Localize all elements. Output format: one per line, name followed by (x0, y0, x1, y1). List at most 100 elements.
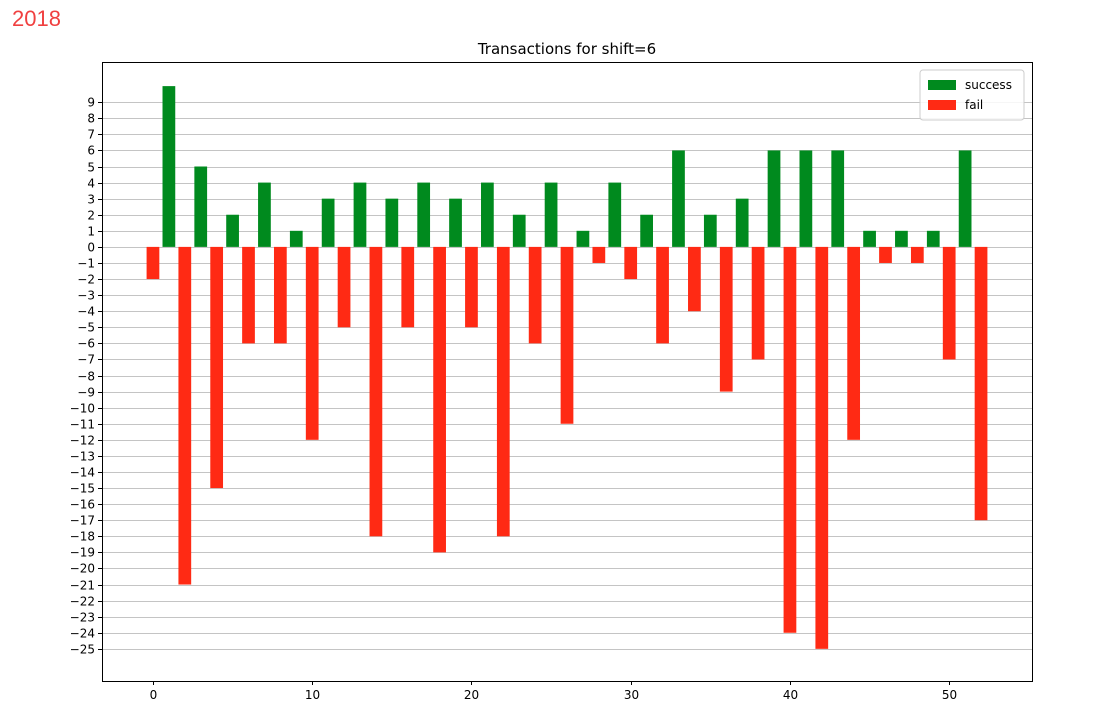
bar-fail (624, 246, 638, 280)
y-tick-label: −7 (77, 353, 95, 367)
bar-success (544, 182, 558, 247)
bar-fail (242, 246, 255, 344)
y-tick-label: −14 (70, 466, 95, 480)
y-tick-label: 7 (87, 128, 95, 142)
x-tick-label: 10 (305, 688, 320, 702)
bar-success (289, 230, 303, 247)
bar-success (449, 198, 462, 247)
y-tick-label: −4 (77, 305, 95, 319)
bar-success (162, 86, 176, 247)
x-tick-label: 40 (783, 688, 798, 702)
y-tick-label: −11 (70, 418, 95, 432)
y-tick-label: −9 (77, 386, 95, 400)
bar-success (481, 182, 494, 247)
bar-fail (369, 246, 383, 537)
y-tick-label: −12 (70, 434, 95, 448)
chart-title: Transactions for shift=6 (477, 40, 656, 58)
bar-fail (401, 246, 415, 328)
year-label: 2018 (12, 6, 61, 31)
bar-fail (910, 246, 924, 263)
y-tick-label: 4 (87, 177, 95, 191)
bar-fail (496, 246, 510, 537)
y-tick-label: −25 (70, 643, 95, 657)
legend: success fail (919, 69, 1025, 121)
bar-fail (847, 246, 861, 440)
bar-fail (273, 246, 287, 344)
x-tick-label: 50 (942, 688, 957, 702)
bar-fail (751, 246, 765, 360)
bar-fail (305, 246, 319, 440)
x-tick-label: 0 (150, 688, 158, 702)
bar-success (703, 214, 717, 247)
bar-success (385, 198, 399, 247)
y-tick-label: 8 (87, 112, 95, 126)
bar-fail (560, 246, 574, 424)
bar-success (926, 230, 940, 247)
y-axis-ticks: 9 8 7 6 5 4 3 2 1 0 −1 −2 −3 −4 −5 −6 −7 −8 −9 −10 −11 −12 −13… (70, 96, 102, 657)
bar-fail (337, 246, 351, 328)
bar-fail (942, 246, 956, 360)
bar-success (895, 230, 908, 247)
x-tick-label: 30 (624, 688, 639, 702)
bar-fail (719, 246, 733, 392)
bar-success (831, 150, 845, 247)
legend-swatch-success (928, 80, 956, 90)
bar-success (353, 182, 367, 247)
legend-label-success: success (965, 78, 1012, 92)
y-tick-label: 2 (87, 209, 95, 223)
bar-success (417, 182, 431, 247)
bar-fail (528, 246, 542, 344)
y-tick-label: −2 (77, 273, 95, 287)
y-tick-label: −15 (70, 482, 95, 496)
bar-success (321, 198, 335, 247)
y-tick-label: −6 (77, 337, 95, 351)
bar-fail (879, 246, 892, 263)
y-tick-label: −8 (77, 370, 95, 384)
x-tick-label: 20 (464, 688, 479, 702)
bar-fail (210, 246, 224, 489)
y-tick-label: 0 (87, 241, 95, 255)
bar-success (194, 166, 208, 247)
y-tick-label: 3 (87, 193, 95, 207)
bar-success (640, 214, 653, 247)
y-tick-label: −3 (77, 289, 95, 303)
y-tick-label: −1 (77, 257, 95, 271)
bar-fail (974, 246, 988, 521)
bar-fail (465, 246, 478, 328)
bar-fail (146, 246, 160, 280)
y-tick-label: −22 (70, 595, 95, 609)
x-axis-ticks: 0 10 20 30 40 50 (150, 681, 957, 702)
y-tick-label: −10 (70, 402, 95, 416)
bar-success (863, 230, 876, 247)
bar-fail (656, 246, 669, 344)
y-tick-label: −21 (70, 579, 95, 593)
bar-success (767, 150, 781, 247)
bar-success (799, 150, 813, 247)
bar-fail (592, 246, 606, 263)
y-tick-label: −16 (70, 498, 95, 512)
y-tick-label: −19 (70, 546, 95, 560)
legend-label-fail: fail (965, 98, 983, 112)
bars (146, 86, 988, 649)
y-tick-label: 9 (87, 96, 95, 110)
legend-swatch-fail (928, 100, 956, 110)
y-tick-label: −18 (70, 530, 95, 544)
bar-success (958, 150, 972, 247)
y-tick-label: −5 (77, 321, 95, 335)
bar-success (576, 230, 590, 247)
bar-fail (688, 246, 701, 312)
plot-frame (102, 62, 1033, 682)
bar-fail (815, 246, 829, 649)
bar-fail (433, 246, 446, 553)
y-tick-label: −24 (70, 627, 95, 641)
y-tick-label: 1 (87, 225, 95, 239)
y-tick-label: −23 (70, 611, 95, 625)
bar-success (258, 182, 271, 247)
y-tick-label: −20 (70, 562, 95, 576)
bar-fail (178, 246, 192, 585)
bar-success (226, 214, 239, 247)
bar-success (512, 214, 526, 247)
bar-fail (783, 246, 797, 633)
bar-success (735, 198, 749, 247)
y-tick-label: −13 (70, 450, 95, 464)
